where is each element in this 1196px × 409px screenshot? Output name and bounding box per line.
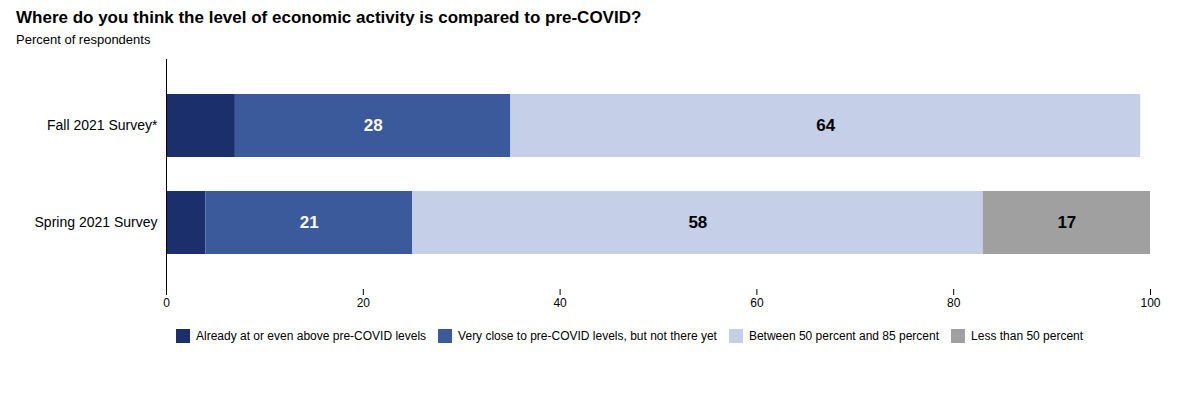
svg-text:58: 58 [688,213,707,232]
html-text:Already at or even above pre-C: Already at or even above pre-COVID level… [196,328,427,343]
svg-text:Fall 2021 Survey*: Fall 2021 Survey* [47,117,158,133]
html-text:Where do you think the level o: Where do you think the level of economic… [16,8,642,27]
svg-text:80: 80 [947,296,961,310]
svg-text:20: 20 [357,296,371,310]
html-text:Very close to pre-COVID levels: Very close to pre-COVID levels, but not … [458,328,717,343]
svg-text:64: 64 [816,116,835,135]
html-text:Between 50 percent and 85 perc: Between 50 percent and 85 percent [748,328,939,343]
svg-text:60: 60 [750,296,764,310]
svg-text:Spring 2021 Survey: Spring 2021 Survey [35,214,158,230]
svg-text:0: 0 [163,296,170,310]
svg-text:17: 17 [1057,213,1076,232]
svg-text:40: 40 [553,296,567,310]
svg-text:21: 21 [300,213,319,232]
svg-text:100: 100 [1140,296,1160,310]
html-text:Percent of respondents: Percent of respondents [16,32,151,47]
svg-text:28: 28 [364,116,383,135]
html-text:Less than 50 percent: Less than 50 percent [971,328,1084,343]
